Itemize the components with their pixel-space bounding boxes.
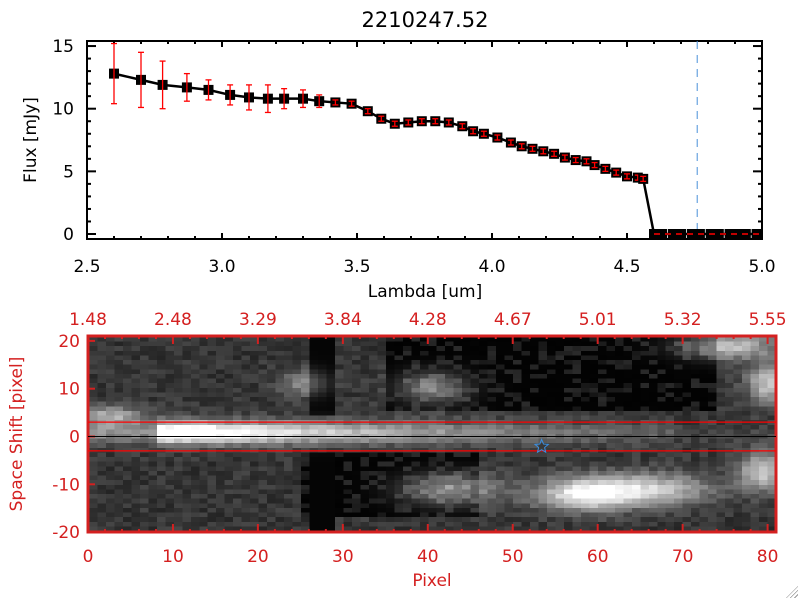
- top-wavelength-label: 4.67: [494, 310, 532, 330]
- top-wavelength-label: 3.84: [324, 310, 362, 330]
- star-marker-icon: [533, 438, 550, 454]
- x-axis-label-top: Lambda [um]: [368, 282, 482, 302]
- data-point: [713, 229, 724, 239]
- y-tick-label: 5: [63, 162, 74, 182]
- y-tick-label: 10: [58, 380, 80, 400]
- spectrum-panel: 0 10 20 30 40 50 60 70 80 1.48 2.48 3.29 3.84 4.28 4.6…: [52, 310, 786, 567]
- data-point: [724, 229, 735, 239]
- x-tick-label: 4.0: [478, 257, 505, 277]
- top-wavelength-label: 5.32: [664, 310, 702, 330]
- data-point: [657, 229, 668, 239]
- y-tick-label: -10: [52, 475, 80, 495]
- top-wavelength-label: 4.28: [409, 310, 447, 330]
- x-tick-label: 4.5: [613, 257, 640, 277]
- top-wavelength-label: 5.55: [749, 310, 787, 330]
- x-tick-label: 50: [502, 547, 524, 567]
- x-tick-label: 80: [757, 547, 779, 567]
- y-axis-label-top: Flux [mJy]: [21, 97, 41, 183]
- y-axis-label-bottom: Space Shift [pixel]: [7, 357, 27, 512]
- spectrum-2d-image: [89, 337, 776, 531]
- x-tick-label: 70: [672, 547, 694, 567]
- y-tick-label: -20: [52, 523, 80, 543]
- x-tick-label: 5.0: [748, 257, 775, 277]
- data-point: [667, 229, 678, 239]
- x-tick-label: 40: [417, 547, 439, 567]
- y-tick-label: 10: [52, 100, 74, 120]
- plot-frame: [86, 40, 763, 240]
- x-tick-label: 3.5: [343, 257, 370, 277]
- x-tick-label: 30: [332, 547, 354, 567]
- x-tick-label: 0: [83, 547, 94, 567]
- x-axis-label-bottom: Pixel: [412, 571, 451, 591]
- x-tick-label: 3.0: [208, 257, 235, 277]
- x-tick-label: 60: [587, 547, 609, 567]
- x-tick-label: 10: [162, 547, 184, 567]
- top-wavelength-label: 5.01: [579, 310, 617, 330]
- panel-frame: [86, 334, 778, 534]
- y-tick-label: 0: [69, 428, 80, 448]
- top-wavelength-label: 1.48: [69, 310, 107, 330]
- y-tick-label: 15: [52, 37, 74, 57]
- chart-title: 2210247.52: [362, 8, 489, 32]
- x-tick-label: 2.5: [73, 257, 100, 277]
- y-tick-label: 0: [63, 225, 74, 245]
- top-wavelength-label: 2.48: [154, 310, 192, 330]
- flux-plot: 2.5 3.0 3.5 4.0 4.5 5.0 0 5 10 15: [52, 37, 775, 277]
- data-point: [732, 229, 743, 239]
- x-tick-label: 20: [247, 547, 269, 567]
- y-tick-label: 20: [58, 332, 80, 352]
- top-wavelength-label: 3.29: [239, 310, 277, 330]
- series-line: [113, 72, 757, 236]
